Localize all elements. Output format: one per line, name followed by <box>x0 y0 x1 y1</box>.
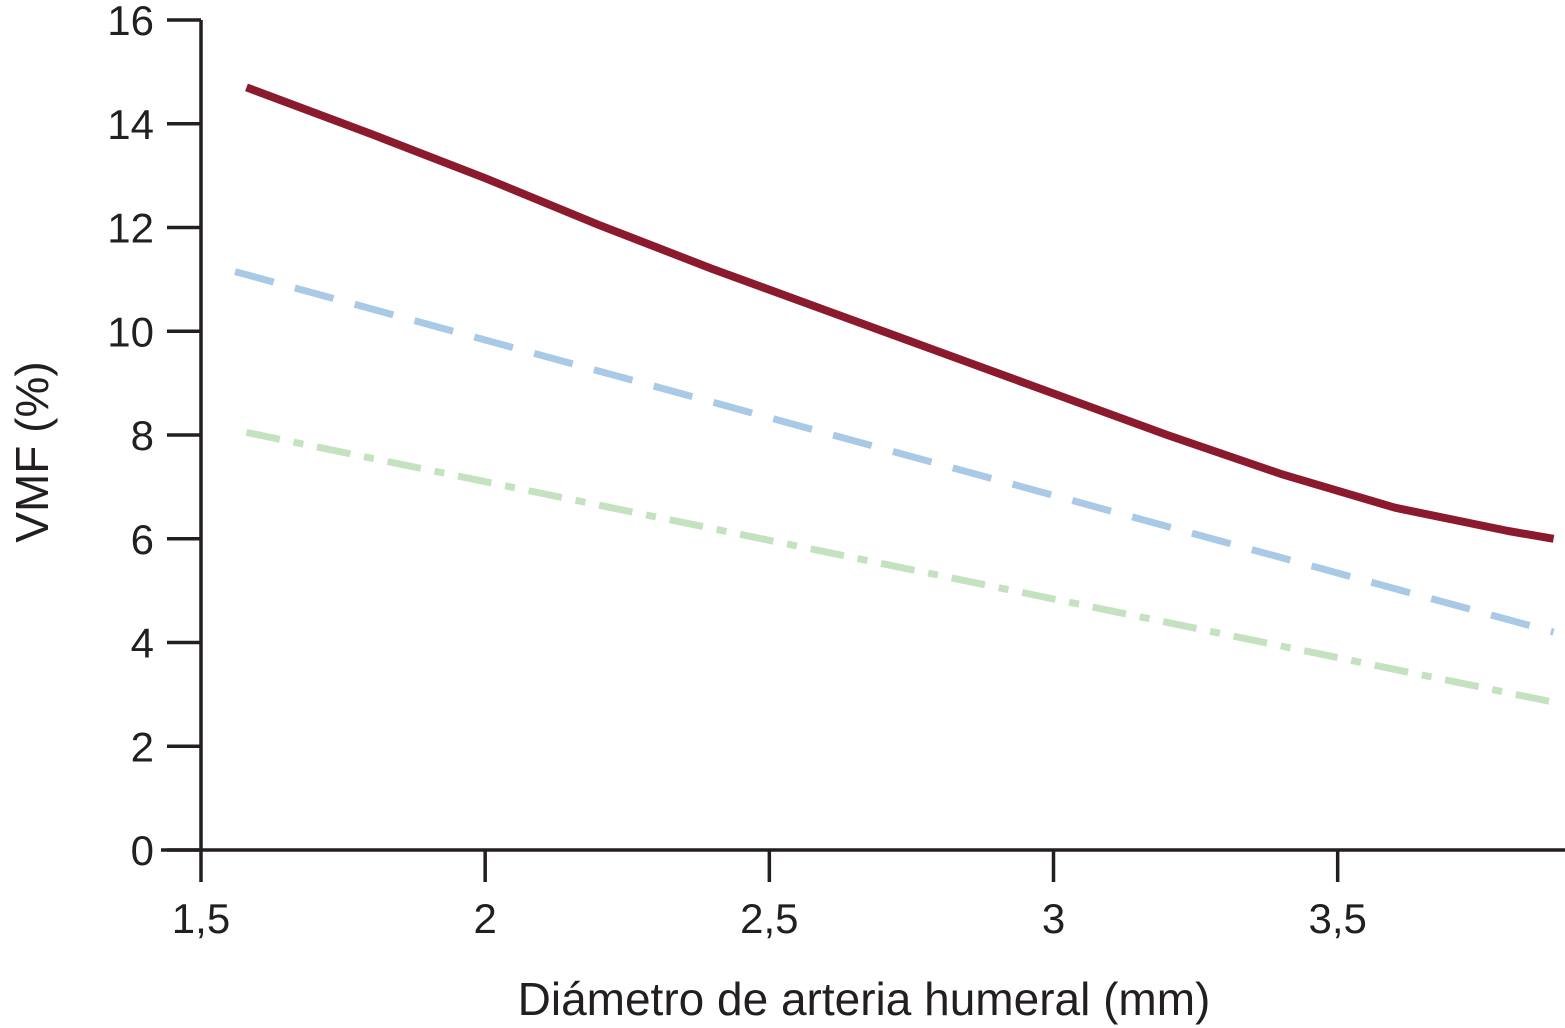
series-group <box>234 83 1555 706</box>
y-tick-label: 14 <box>107 101 154 148</box>
y-tick-label: 16 <box>107 0 154 44</box>
y-tick-label: 6 <box>131 516 154 563</box>
y-tick-label: 8 <box>131 412 154 459</box>
x-tick-label: 2 <box>473 895 496 942</box>
x-axis-title: Diámetro de arteria humeral (mm) <box>518 973 1211 1025</box>
y-tick-label: 4 <box>131 620 154 667</box>
y-axis: 0 2 4 6 8 10 12 14 16 <box>107 0 203 874</box>
x-tick-label: 3,5 <box>1308 895 1366 942</box>
y-axis-title: VMF (%) <box>6 361 58 542</box>
y-tick-label: 2 <box>131 723 154 770</box>
x-axis: 1,5 2 2,5 3 3,5 <box>161 848 1565 942</box>
y-tick-label: 10 <box>107 308 154 355</box>
y-tick-label: 0 <box>131 827 154 874</box>
x-tick-label: 3 <box>1042 895 1065 942</box>
y-ticks: 0 2 4 6 8 10 12 14 16 <box>107 0 201 874</box>
series-line-dash-dot <box>245 428 1555 706</box>
series-line-dashed <box>234 268 1555 636</box>
y-tick-label: 12 <box>107 205 154 252</box>
series-line-solid <box>245 83 1555 543</box>
x-ticks: 1,5 2 2,5 3 3,5 <box>172 850 1367 942</box>
x-tick-label: 1,5 <box>172 895 230 942</box>
x-tick-label: 2,5 <box>740 895 798 942</box>
